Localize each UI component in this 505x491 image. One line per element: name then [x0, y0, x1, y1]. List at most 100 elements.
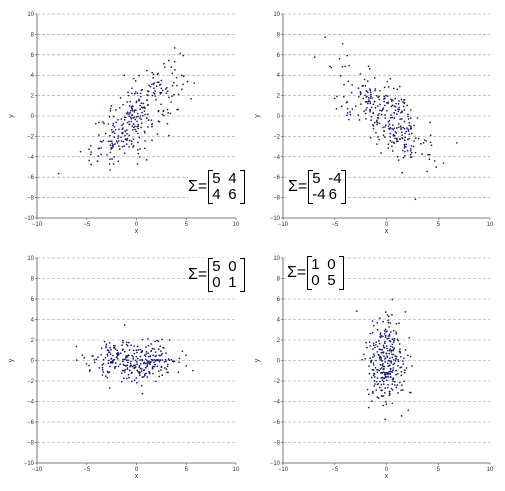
scatter-point — [148, 361, 150, 364]
scatter-point — [369, 97, 372, 99]
scatter-point — [130, 380, 133, 383]
scatter-point — [125, 343, 128, 346]
scatter-point — [387, 147, 390, 149]
scatter-point — [117, 119, 119, 121]
scatter-point — [159, 345, 162, 348]
scatter-point — [166, 365, 169, 368]
y-axis-label: y — [254, 358, 261, 362]
scatter-point — [113, 136, 116, 139]
scatter-point — [131, 125, 134, 128]
scatter-point — [89, 369, 91, 371]
matrix-cell: 6 — [228, 186, 237, 203]
scatter-point — [127, 373, 130, 376]
scatter-point — [393, 134, 396, 137]
scatter-point — [159, 354, 161, 357]
scatter-point — [367, 406, 370, 409]
scatter-point — [359, 103, 362, 106]
scatter-point — [154, 90, 156, 92]
scatter-point — [112, 130, 115, 133]
scatter-point — [395, 333, 398, 335]
scatter-point — [150, 350, 153, 352]
scatter-point — [378, 356, 381, 358]
scatter-point — [139, 115, 142, 117]
scatter-point — [91, 355, 94, 357]
scatter-point — [149, 355, 152, 357]
scatter-point — [158, 120, 161, 123]
scatter-point — [99, 140, 102, 143]
scatter-point — [177, 371, 180, 374]
scatter-point — [127, 361, 129, 364]
scatter-point — [410, 145, 413, 147]
scatter-point — [127, 354, 129, 357]
scatter-point — [139, 104, 141, 107]
scatter-point — [377, 114, 379, 117]
scatter-point — [374, 346, 376, 349]
scatter-point — [409, 149, 412, 152]
scatter-point — [115, 121, 118, 124]
scatter-point — [392, 341, 395, 343]
scatter-point — [388, 119, 391, 122]
sigma-label: Σ= — [287, 264, 307, 281]
scatter-point — [106, 349, 109, 351]
scatter-point — [155, 98, 157, 101]
scatter-point — [380, 383, 383, 386]
scatter-point — [129, 111, 131, 114]
scatter-point — [154, 380, 157, 383]
scatter-point — [124, 368, 127, 371]
scatter-point — [165, 92, 168, 95]
scatter-point — [346, 112, 349, 114]
scatter-point — [123, 369, 125, 372]
scatter-point — [381, 379, 384, 382]
scatter-point — [140, 126, 142, 129]
scatter-point — [108, 387, 111, 389]
scatter-point — [365, 90, 368, 92]
scatter-point — [135, 377, 138, 379]
scatter-point — [143, 106, 146, 108]
scatter-point — [132, 356, 135, 358]
scatter-point — [123, 145, 125, 147]
matrix-cell: 5 — [312, 170, 321, 187]
scatter-point — [105, 346, 107, 349]
scatter-point — [378, 386, 381, 389]
scatter-point — [129, 364, 132, 367]
scatter-point — [186, 80, 189, 83]
scatter-point — [435, 166, 438, 168]
scatter-point — [391, 141, 393, 143]
scatter-point — [153, 348, 155, 350]
scatter-point — [108, 115, 111, 118]
scatter-point — [172, 81, 175, 84]
scatter-point — [401, 110, 403, 113]
scatter-point — [411, 365, 413, 367]
scatter-point — [392, 349, 394, 352]
x-axis-label: x — [385, 473, 389, 480]
scatter-point — [383, 86, 386, 89]
scatter-point — [398, 106, 400, 109]
scatter-point — [165, 352, 167, 354]
scatter-point — [95, 358, 98, 361]
scatter-point — [113, 155, 116, 158]
scatter-point — [404, 154, 406, 157]
scatter-point — [130, 360, 132, 363]
scatter-point — [368, 68, 371, 70]
scatter-point — [324, 36, 327, 38]
scatter-point — [159, 359, 162, 361]
scatter-point — [193, 82, 196, 84]
scatter-point — [190, 97, 192, 100]
scatter-point — [383, 391, 386, 394]
scatter-point — [390, 351, 393, 353]
scatter-point — [393, 362, 396, 365]
scatter-point — [132, 364, 135, 367]
scatter-point — [413, 140, 415, 142]
scatter-point — [85, 362, 88, 365]
scatter-point — [112, 346, 115, 349]
scatter-point — [166, 371, 169, 374]
scatter-point — [333, 97, 336, 100]
y-tick-label: −6 — [27, 175, 35, 181]
scatter-point — [386, 337, 389, 340]
y-tick-label: 8 — [277, 277, 281, 283]
scatter-point — [101, 368, 104, 371]
